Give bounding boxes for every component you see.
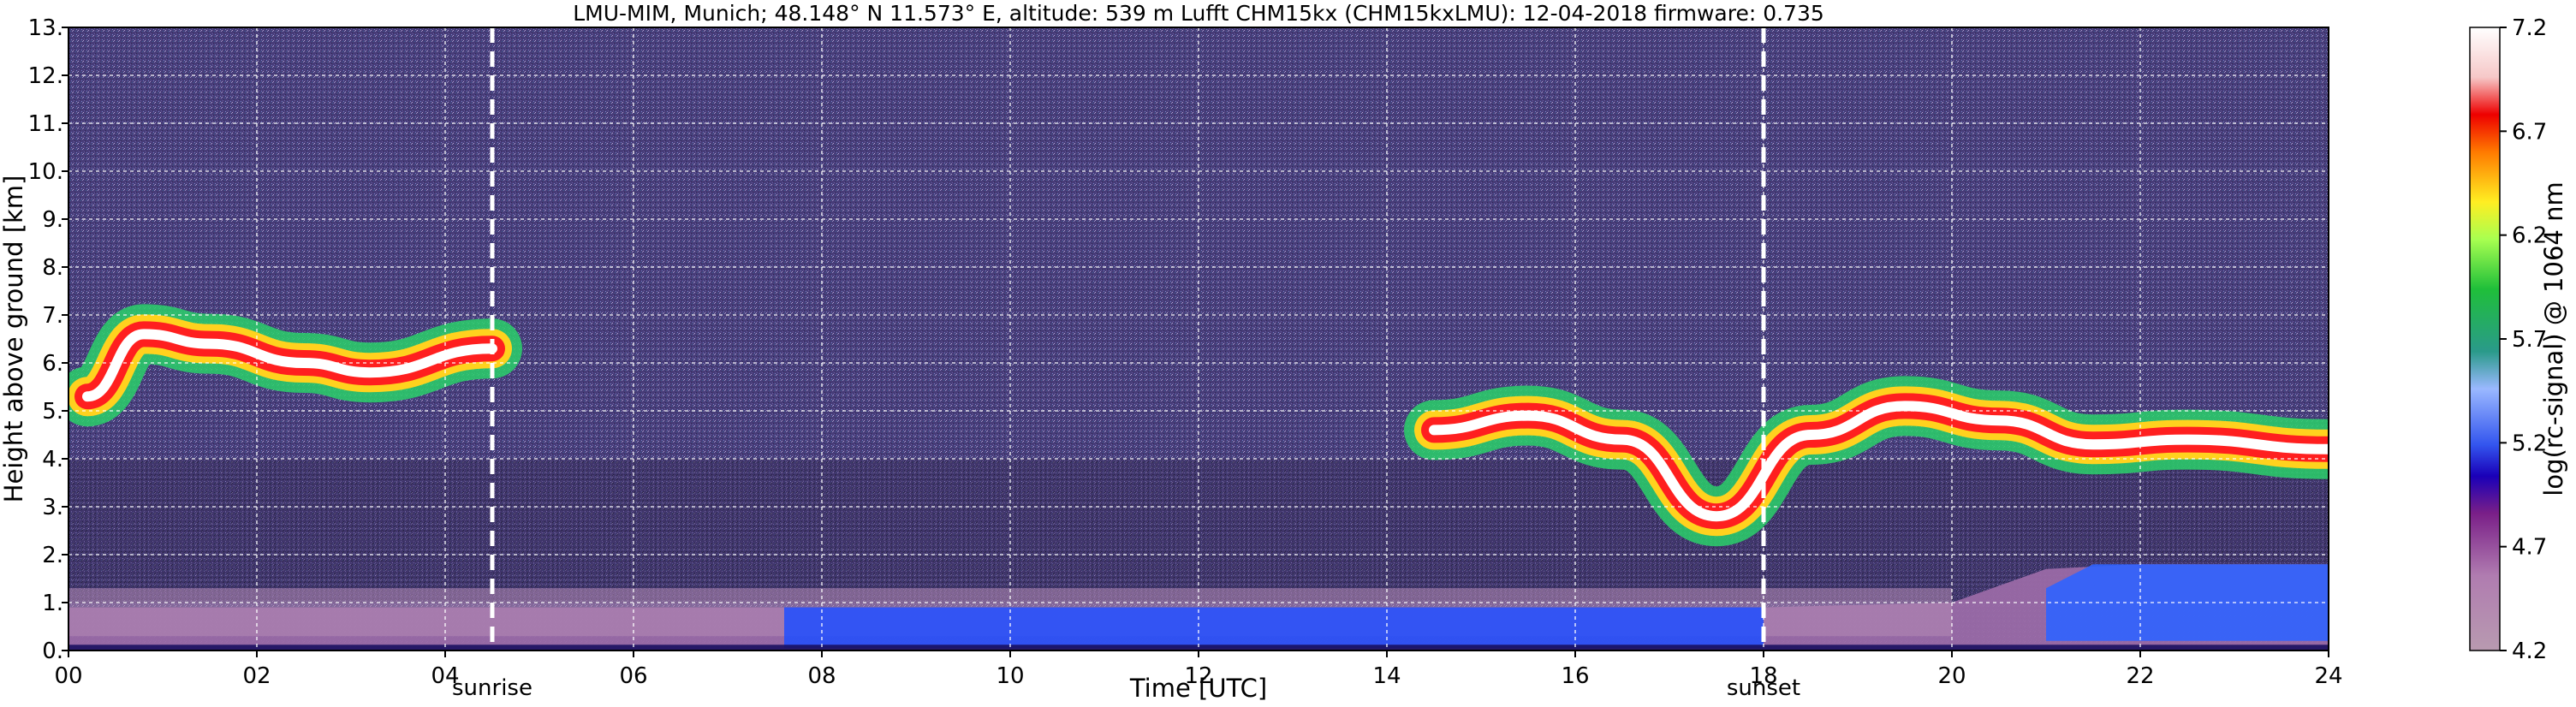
grid-lines bbox=[68, 27, 2329, 651]
colorbar-tick-label: 7.2 bbox=[2512, 15, 2547, 41]
x-tick-label: 20 bbox=[1937, 663, 1966, 689]
colorbar-tick-label: 5.2 bbox=[2512, 431, 2547, 456]
x-tick-label: 22 bbox=[2126, 663, 2154, 689]
surface-aerosol-blue bbox=[784, 607, 1764, 649]
x-tick-label: 16 bbox=[1561, 663, 1589, 689]
y-tick-label: 1. bbox=[42, 591, 63, 616]
x-tick-label: 24 bbox=[2314, 663, 2342, 689]
y-tick-label: 0. bbox=[42, 639, 63, 664]
colorbar-tick-label: 5.7 bbox=[2512, 327, 2547, 353]
y-tick-label: 4. bbox=[42, 447, 63, 472]
y-tick-label: 11. bbox=[28, 111, 63, 137]
colorbar-tick-label: 4.7 bbox=[2512, 535, 2547, 561]
cloud-layer-late bbox=[1404, 376, 2329, 547]
colorbar-gradient bbox=[2469, 27, 2501, 651]
colorbar-tick-label: 6.7 bbox=[2512, 119, 2547, 145]
x-tick-label: 18 bbox=[1749, 663, 1777, 689]
surface-layer bbox=[68, 645, 2329, 651]
x-tick-label: 08 bbox=[807, 663, 836, 689]
colorbar: 4.2 4.7 5.2 5.7 6.2 6.7 7.2 log(rc-signal) @ 1… bbox=[2469, 15, 2568, 664]
y-tick-label: 8. bbox=[42, 255, 63, 281]
y-tick-label: 3. bbox=[42, 495, 63, 520]
x-tick-label: 06 bbox=[619, 663, 647, 689]
colorbar-tick-label: 6.2 bbox=[2512, 223, 2547, 249]
plot-area bbox=[68, 27, 2329, 651]
colorbar-tick-label: 4.2 bbox=[2512, 639, 2547, 664]
y-tick-label: 6. bbox=[42, 351, 63, 377]
y-tick-label: 13. bbox=[28, 15, 63, 41]
x-axis-ticks: 00 02 04 06 08 10 12 14 16 18 20 22 24 bbox=[54, 651, 2343, 689]
y-tick-label: 10. bbox=[28, 159, 63, 185]
y-tick-label: 7. bbox=[42, 303, 63, 329]
y-tick-label: 12. bbox=[28, 63, 63, 89]
x-tick-label: 00 bbox=[54, 663, 82, 689]
y-axis-title: Height above ground [km] bbox=[0, 175, 28, 503]
x-tick-label: 14 bbox=[1372, 663, 1401, 689]
event-label-sunrise: sunrise bbox=[452, 675, 532, 701]
x-tick-label: 10 bbox=[996, 663, 1024, 689]
colorbar-label: log(rc-signal) @ 1064 nm bbox=[2539, 181, 2568, 496]
event-label-sunset: sunset bbox=[1727, 675, 1800, 701]
chart-title: LMU-MIM, Munich; 48.148° N 11.573° E, al… bbox=[573, 1, 1824, 26]
y-tick-label: 9. bbox=[42, 207, 63, 233]
y-tick-label: 2. bbox=[42, 543, 63, 568]
x-axis-title: Time [UTC] bbox=[1129, 674, 1267, 703]
cloud-layer-early bbox=[68, 304, 522, 427]
y-axis-ticks: 0. 1. 2. 3. 4. 5. 6. 7. 8. 9. 10. 11. 12. 13. bbox=[28, 15, 68, 664]
y-tick-label: 5. bbox=[42, 399, 63, 425]
x-tick-label: 02 bbox=[242, 663, 271, 689]
x-tick-label: 12 bbox=[1184, 663, 1212, 689]
x-tick-label: 04 bbox=[431, 663, 459, 689]
